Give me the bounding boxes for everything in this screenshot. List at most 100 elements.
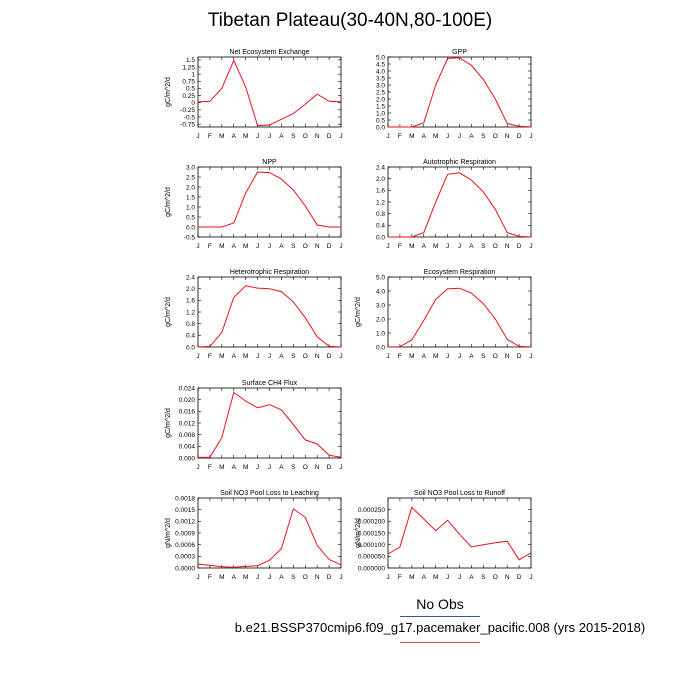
- x-tick-label: J: [339, 133, 342, 140]
- x-tick-label: A: [232, 133, 237, 140]
- panel-title: GPP: [452, 49, 467, 56]
- x-tick-label: A: [469, 353, 474, 360]
- series-line: [388, 172, 532, 238]
- x-tick-label: J: [446, 133, 449, 140]
- y-axis-label: gC/m^2/d: [165, 187, 172, 217]
- x-tick-label: N: [315, 574, 320, 581]
- x-tick-label: S: [481, 353, 486, 360]
- x-tick-label: F: [398, 243, 402, 250]
- plot-frame: [387, 497, 532, 569]
- x-tick-label: J: [196, 464, 199, 471]
- x-tick-label: A: [469, 574, 474, 581]
- y-tick-label: 0.8: [376, 211, 385, 218]
- y-tick-label: 0.0000: [175, 565, 195, 572]
- x-tick-label: A: [469, 133, 474, 140]
- x-tick-label: M: [219, 464, 224, 471]
- series-line: [388, 57, 532, 128]
- x-tick-label: O: [493, 353, 498, 360]
- x-tick-label: A: [469, 243, 474, 250]
- plot-frame: [387, 276, 532, 348]
- x-tick-label: J: [256, 133, 259, 140]
- y-tick-label: 0.5: [376, 117, 385, 124]
- x-tick-label: M: [409, 353, 414, 360]
- x-tick-label: O: [493, 574, 498, 581]
- x-tick-label: J: [458, 133, 461, 140]
- x-tick-label: D: [517, 243, 522, 250]
- y-tick-label: 3.0: [376, 82, 385, 89]
- x-tick-label: S: [291, 353, 296, 360]
- panel-title: Autotrophic Respiration: [423, 159, 496, 166]
- x-tick-label: J: [529, 574, 532, 581]
- x-tick-label: M: [409, 133, 414, 140]
- x-tick-label: J: [339, 464, 342, 471]
- x-tick-label: J: [339, 243, 342, 250]
- y-tick-label: 0.0: [186, 344, 195, 351]
- y-tick-label: 0.4: [186, 333, 195, 340]
- x-tick-label: N: [505, 574, 510, 581]
- x-tick-label: S: [291, 243, 296, 250]
- legend-line-model: [400, 642, 480, 643]
- x-tick-label: J: [268, 574, 271, 581]
- case-caption: b.e21.BSSP370cmip6.f09_g17.pacemaker_pac…: [234, 620, 646, 635]
- x-tick-label: D: [327, 353, 332, 360]
- y-axis-label: gC/m^2/d: [355, 297, 362, 327]
- x-tick-label: J: [256, 353, 259, 360]
- x-tick-label: O: [303, 243, 308, 250]
- y-tick-label: 0.0009: [175, 530, 195, 537]
- panel-title: Soil NO3 Pool Loss to Leaching: [220, 490, 319, 497]
- x-tick-label: F: [208, 464, 212, 471]
- panel-4: Autotrophic Respiration 0.0 0.4 0.8 1.2 1.6 2.…: [376, 159, 533, 250]
- panel-6: Ecosystem Respiration gC/m^2/d 0.0 1.0 2.0 3.…: [355, 269, 533, 360]
- y-tick-label: 1: [191, 71, 195, 78]
- x-tick-label: J: [339, 353, 342, 360]
- x-tick-label: A: [279, 574, 284, 581]
- x-tick-label: A: [422, 133, 427, 140]
- plot-frame: [197, 56, 342, 128]
- y-tick-label: 0.75: [182, 79, 195, 86]
- y-tick-label: 0.0012: [175, 519, 195, 526]
- y-tick-label: 0.016: [179, 409, 196, 416]
- y-tick-label: 0.0006: [175, 542, 195, 549]
- panel-title: Soil NO3 Pool Loss to Runoff: [414, 490, 505, 497]
- x-tick-label: O: [303, 353, 308, 360]
- panel-title: Heterotrophic Respiration: [230, 269, 309, 276]
- y-tick-label: 0.0: [376, 124, 385, 131]
- y-tick-label: 1.2: [186, 309, 195, 316]
- x-tick-label: M: [433, 133, 438, 140]
- y-tick-label: -0.5: [184, 234, 196, 241]
- x-tick-label: J: [458, 243, 461, 250]
- x-tick-label: D: [517, 353, 522, 360]
- x-tick-label: J: [268, 353, 271, 360]
- panel-title: Surface CH4 Flux: [242, 380, 298, 387]
- y-tick-label: 0.0: [376, 344, 385, 351]
- x-tick-label: J: [529, 243, 532, 250]
- series-line: [198, 391, 342, 458]
- y-tick-label: 1.0: [376, 330, 385, 337]
- y-tick-label: 0.000100: [358, 542, 385, 549]
- y-axis-label: gC/m^2/d: [165, 77, 172, 107]
- x-tick-label: N: [505, 353, 510, 360]
- x-tick-label: M: [219, 353, 224, 360]
- x-tick-label: J: [529, 353, 532, 360]
- series-line: [197, 285, 342, 348]
- y-tick-label: 4.5: [376, 61, 385, 68]
- x-tick-label: O: [303, 464, 308, 471]
- figure-title: Tibetan Plateau(30-40N,80-100E): [207, 10, 493, 31]
- x-tick-label: N: [315, 243, 320, 250]
- y-tick-label: 0.000150: [358, 530, 385, 537]
- y-axis-label: gC/m^2/d: [165, 297, 172, 327]
- y-tick-label: 2.5: [186, 174, 195, 181]
- x-tick-label: S: [291, 574, 296, 581]
- x-tick-label: J: [256, 243, 259, 250]
- y-tick-label: 5.0: [376, 54, 385, 61]
- x-tick-label: S: [291, 133, 296, 140]
- x-tick-label: M: [243, 133, 248, 140]
- x-tick-label: S: [481, 574, 486, 581]
- x-tick-label: S: [291, 464, 296, 471]
- x-tick-label: M: [433, 574, 438, 581]
- y-tick-label: 0.0018: [175, 495, 195, 502]
- x-tick-label: J: [386, 133, 389, 140]
- y-tick-label: 0.8: [186, 321, 195, 328]
